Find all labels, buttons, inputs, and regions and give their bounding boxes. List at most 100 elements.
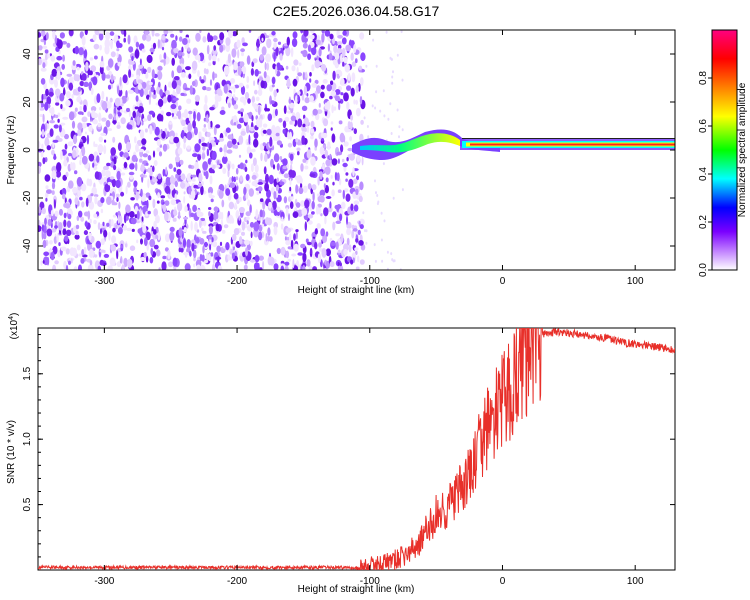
noise-speckle bbox=[202, 86, 207, 91]
noise-speckle bbox=[94, 143, 98, 148]
noise-speckle bbox=[340, 144, 344, 153]
noise-speckle bbox=[334, 204, 340, 210]
noise-speckle bbox=[138, 64, 144, 69]
noise-speckle bbox=[266, 217, 273, 226]
noise-speckle bbox=[343, 248, 348, 256]
noise-speckle bbox=[66, 212, 69, 217]
noise-speckle bbox=[279, 53, 283, 61]
noise-speckle bbox=[173, 76, 180, 81]
noise-speckle bbox=[332, 211, 337, 218]
noise-speckle bbox=[167, 81, 173, 88]
noise-speckle bbox=[149, 125, 153, 135]
noise-speckle bbox=[93, 43, 100, 50]
noise-speckle bbox=[231, 30, 238, 37]
snr-y-multiplier-close: ) bbox=[9, 313, 20, 316]
noise-speckle bbox=[129, 163, 135, 170]
noise-speckle bbox=[192, 47, 198, 56]
noise-speckle bbox=[231, 252, 235, 260]
noise-speckle bbox=[359, 133, 364, 143]
noise-speckle bbox=[233, 122, 237, 126]
noise-speckle bbox=[128, 46, 134, 53]
noise-speckle bbox=[137, 83, 142, 90]
noise-speckle bbox=[190, 220, 193, 231]
noise-speckle bbox=[68, 30, 74, 37]
noise-speckle bbox=[175, 132, 178, 137]
noise-speckle bbox=[133, 35, 138, 44]
noise-speckle bbox=[123, 37, 126, 43]
noise-speckle bbox=[236, 123, 242, 129]
noise-speckle bbox=[76, 176, 83, 187]
noise-speckle bbox=[256, 191, 260, 196]
noise-speckle bbox=[329, 201, 332, 209]
noise-speckle bbox=[297, 118, 303, 128]
noise-speckle bbox=[61, 107, 66, 112]
noise-speckle bbox=[116, 48, 120, 52]
noise-speckle bbox=[99, 259, 105, 266]
noise-speckle bbox=[288, 98, 292, 104]
colorbar-label: Normalized spectral amplitude bbox=[737, 82, 748, 217]
noise-speckle bbox=[332, 59, 337, 66]
noise-speckle bbox=[167, 261, 174, 268]
noise-speckle bbox=[164, 200, 170, 206]
noise-speckle bbox=[318, 242, 322, 248]
noise-speckle bbox=[359, 259, 365, 265]
noise-speckle bbox=[291, 38, 298, 48]
noise-speckle bbox=[68, 82, 74, 91]
noise-speckle bbox=[186, 98, 192, 104]
noise-speckle bbox=[94, 194, 99, 198]
noise-speckle bbox=[329, 95, 333, 100]
colorbar-tick-label: 0.0 bbox=[698, 263, 709, 277]
noise-speckle bbox=[131, 154, 138, 162]
noise-speckle bbox=[95, 240, 102, 249]
noise-speckle bbox=[257, 181, 264, 185]
noise-speckle bbox=[330, 174, 333, 179]
noise-speckle bbox=[382, 89, 385, 93]
noise-speckle bbox=[137, 79, 143, 84]
noise-speckle bbox=[305, 71, 308, 79]
snr-panel: -300 -200 -100 0 100 0.5 1.0 1.5 Height of str… bbox=[6, 313, 676, 595]
noise-speckle bbox=[329, 237, 333, 242]
noise-speckle bbox=[149, 238, 156, 248]
noise-speckle bbox=[245, 159, 248, 164]
noise-speckle bbox=[320, 84, 325, 90]
noise-speckle bbox=[160, 195, 166, 199]
noise-speckle bbox=[178, 210, 181, 220]
noise-speckle bbox=[99, 61, 105, 68]
noise-speckle bbox=[191, 242, 195, 252]
noise-speckle bbox=[97, 122, 102, 128]
noise-speckle bbox=[143, 88, 149, 96]
noise-speckle bbox=[70, 258, 73, 264]
noise-speckle bbox=[191, 182, 196, 191]
noise-speckle bbox=[83, 48, 88, 59]
noise-speckle bbox=[194, 143, 201, 153]
noise-speckle bbox=[310, 135, 314, 140]
noise-speckle bbox=[197, 154, 202, 161]
noise-speckle bbox=[272, 164, 276, 170]
noise-speckle bbox=[337, 261, 340, 266]
noise-speckle bbox=[264, 182, 269, 192]
noise-speckle bbox=[391, 81, 394, 85]
noise-speckle bbox=[112, 227, 116, 233]
noise-speckle bbox=[164, 233, 171, 243]
noise-speckle bbox=[161, 130, 166, 139]
noise-speckle bbox=[382, 162, 385, 166]
noise-speckle bbox=[359, 32, 365, 40]
noise-speckle bbox=[348, 178, 354, 188]
noise-speckle bbox=[171, 39, 177, 50]
noise-speckle bbox=[319, 195, 325, 203]
noise-speckle bbox=[238, 154, 242, 158]
noise-speckle bbox=[285, 250, 290, 259]
noise-speckle bbox=[183, 136, 187, 144]
noise-speckle bbox=[317, 253, 322, 264]
noise-speckle bbox=[340, 53, 343, 64]
noise-speckle bbox=[238, 135, 244, 145]
noise-speckle bbox=[269, 85, 274, 92]
noise-speckle bbox=[170, 33, 175, 38]
noise-speckle bbox=[348, 244, 352, 253]
noise-speckle bbox=[320, 213, 323, 217]
noise-speckle bbox=[140, 188, 143, 198]
noise-speckle bbox=[157, 173, 162, 180]
noise-speckle bbox=[195, 237, 200, 244]
noise-speckle bbox=[209, 106, 215, 111]
noise-speckle bbox=[215, 256, 222, 260]
